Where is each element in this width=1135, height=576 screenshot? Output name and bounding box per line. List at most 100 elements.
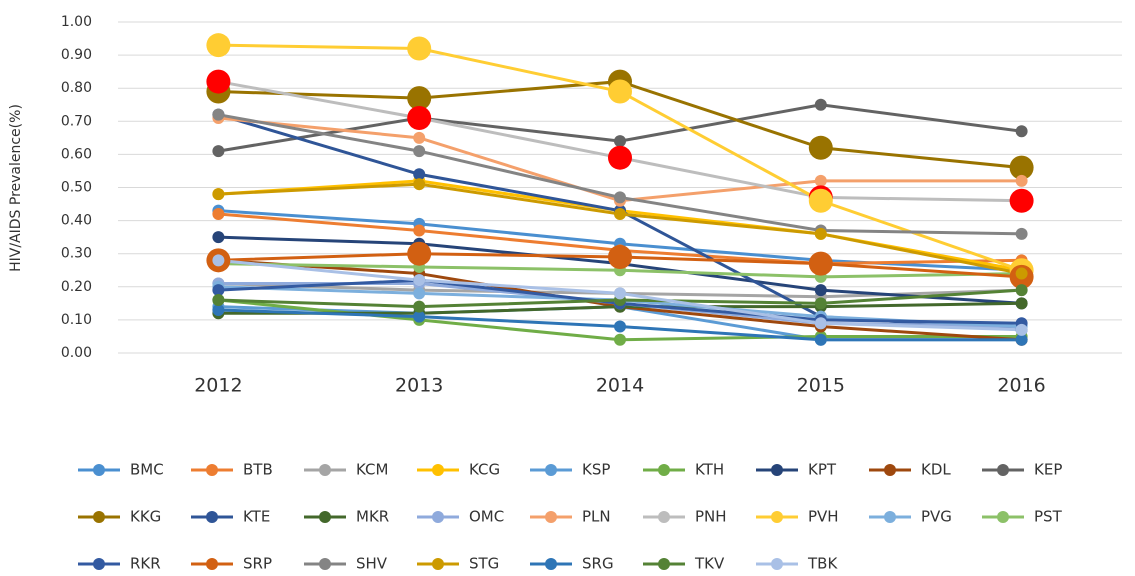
data-point (407, 105, 432, 130)
data-point (814, 333, 827, 346)
legend-marker (432, 558, 444, 570)
legend-label: PNH (695, 508, 727, 526)
x-tick-label: 2016 (997, 375, 1045, 397)
data-point (808, 135, 833, 160)
legend-label: MKR (356, 508, 389, 526)
data-point (614, 320, 626, 333)
x-tick-label: 2013 (395, 375, 443, 397)
data-point (1015, 323, 1028, 336)
legend-marker (432, 464, 444, 476)
legend-label: PST (1034, 508, 1063, 526)
legend-label: KSP (582, 461, 610, 479)
data-point (614, 191, 626, 204)
data-point (413, 178, 426, 191)
data-point (614, 207, 626, 220)
data-point (413, 287, 426, 300)
y-tick-label: 1.00 (61, 14, 92, 30)
y-tick-label: 0.90 (61, 47, 92, 63)
data-point (1015, 333, 1028, 346)
y-tick-label: 0.40 (61, 213, 92, 229)
legend-marker (658, 464, 670, 476)
x-tick-label: 2015 (797, 375, 845, 397)
legend-label: OMC (469, 508, 504, 526)
legend-marker (771, 511, 783, 523)
data-point (614, 333, 626, 346)
legend-marker (658, 511, 670, 523)
legend-label: KEP (1034, 461, 1062, 479)
data-point (814, 317, 827, 330)
data-point (407, 36, 432, 61)
data-point (413, 168, 426, 181)
legend-label: TKV (694, 555, 725, 573)
x-tick-label: 2014 (596, 375, 644, 397)
y-tick-label: 0.70 (61, 113, 92, 129)
legend-marker (319, 558, 331, 570)
legend-label: SRP (243, 555, 272, 573)
y-tick-label: 0.00 (61, 345, 92, 361)
data-point (212, 231, 225, 244)
legend-marker (545, 511, 557, 523)
data-point (413, 145, 426, 158)
legend-label: PVG (921, 508, 952, 526)
data-point (814, 284, 827, 297)
legend-label: SRG (582, 555, 614, 573)
data-point (814, 98, 827, 111)
legend-marker (771, 464, 783, 476)
data-point (808, 251, 833, 276)
legend-marker (997, 511, 1009, 523)
y-tick-label: 0.10 (61, 312, 92, 328)
data-point (413, 310, 426, 323)
legend-marker (206, 511, 218, 523)
data-point (814, 297, 827, 310)
legend-label: PLN (582, 508, 611, 526)
legend-label: KCM (356, 461, 388, 479)
y-tick-label: 0.30 (61, 246, 92, 262)
legend-label: KDL (921, 461, 951, 479)
data-point (608, 245, 632, 270)
data-point (212, 294, 225, 307)
data-point (413, 300, 426, 313)
data-point (212, 284, 225, 297)
legend-label: STG (469, 555, 499, 573)
legend-marker (93, 558, 105, 570)
legend-label: KCG (469, 461, 500, 479)
legend-marker (658, 558, 670, 570)
data-point (413, 131, 426, 144)
y-tick-label: 0.60 (61, 146, 92, 162)
legend-label: TBK (807, 555, 838, 573)
data-point (212, 108, 225, 121)
legend-label: PVH (808, 508, 839, 526)
y-tick-label: 0.50 (61, 180, 92, 196)
data-point (413, 224, 426, 237)
legend-marker (93, 511, 105, 523)
legend-marker (545, 464, 557, 476)
data-point (212, 145, 225, 158)
data-point (1009, 155, 1034, 180)
legend-label: RKR (130, 555, 161, 573)
data-point (614, 287, 626, 300)
data-point (407, 86, 432, 111)
data-point (212, 254, 225, 267)
legend-label: BTB (243, 461, 273, 479)
data-point (1009, 188, 1034, 213)
legend-marker (545, 558, 557, 570)
data-point (212, 303, 225, 316)
legend: BMC BTB KCM KCG KSP KTH KPT KDL KEP KKG KTE MKR OMC P… (78, 461, 1063, 573)
data-point (206, 69, 231, 94)
legend-marker (771, 558, 783, 570)
data-point (1015, 174, 1028, 187)
data-point (1015, 284, 1028, 297)
legend-marker (93, 464, 105, 476)
legend-marker (206, 464, 218, 476)
data-point (407, 241, 432, 266)
data-point (206, 33, 231, 58)
data-point (608, 79, 632, 104)
legend-label: SHV (356, 555, 388, 573)
data-point (1015, 227, 1028, 240)
markers (206, 33, 1034, 346)
y-axis-title: HIV/AIDS Prevalence(%) (8, 104, 24, 272)
legend-label: KPT (808, 461, 837, 479)
data-point (1015, 267, 1028, 280)
legend-label: BMC (130, 461, 164, 479)
